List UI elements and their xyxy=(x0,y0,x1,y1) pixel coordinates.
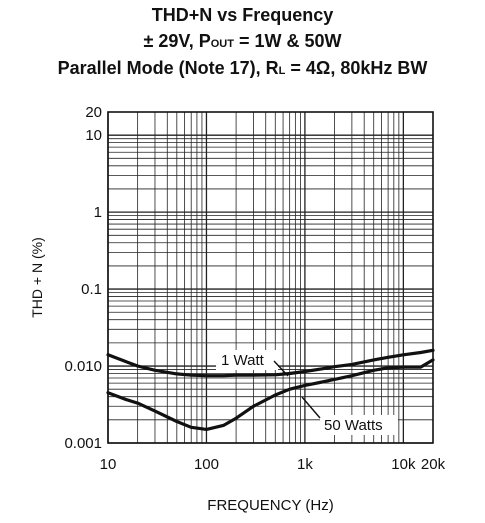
title-3-prefix: Parallel Mode (Note 17), R xyxy=(57,58,279,78)
y-tick-label: 0.001 xyxy=(64,435,102,452)
tick-labels: 10 100 1k 10k 20k 20 10 1 0.1 0.010 0.001 xyxy=(64,104,445,473)
title-3-subscript: L xyxy=(278,65,286,77)
x-tick-label: 10k xyxy=(391,456,416,473)
y-axis-label: THD + N (%) xyxy=(29,237,45,318)
chart-title-line-2: ± 29V, POUT = 1W & 50W xyxy=(0,30,485,55)
x-tick-label: 20k xyxy=(421,456,446,473)
series-line-one-watt xyxy=(106,348,435,378)
grid-minor xyxy=(108,111,434,443)
title-2-prefix: ± 29V, P xyxy=(143,31,211,51)
y-tick-label: 1 xyxy=(94,204,102,221)
annotations: 1 Watt 50 Watts xyxy=(216,350,398,435)
y-tick-label: 0.010 xyxy=(64,358,102,375)
title-2-suffix: = 1W & 50W xyxy=(233,31,342,51)
annotation-leader-0 xyxy=(273,360,289,377)
y-tick-label: 10 xyxy=(85,127,102,144)
series-line-fifty-watts xyxy=(106,358,435,431)
plot-frame xyxy=(107,111,434,444)
chart-title-line-3: Parallel Mode (Note 17), RL = 4Ω, 80kHz … xyxy=(0,57,485,82)
title-3-suffix: = 4Ω, 80kHz BW xyxy=(285,58,428,78)
x-tick-label: 100 xyxy=(194,456,219,473)
series-label-one-watt: 1 Watt xyxy=(221,352,265,369)
annotation-leader-1 xyxy=(301,396,321,419)
y-tick-label: 20 xyxy=(85,104,102,121)
x-tick-label: 10 xyxy=(100,456,117,473)
chart-title-line-1: THD+N vs Frequency xyxy=(151,5,334,25)
y-tick-label: 0.1 xyxy=(81,281,102,298)
annotation-box-1 xyxy=(320,415,398,435)
grid-major xyxy=(107,112,433,444)
series-layer xyxy=(106,348,435,431)
title-2-subscript: OUT xyxy=(210,38,234,50)
x-axis-label: FREQUENCY (Hz) xyxy=(207,497,333,514)
annotation-box-0 xyxy=(216,350,278,370)
series-label-fifty-watts: 50 Watts xyxy=(324,417,383,434)
x-tick-label: 1k xyxy=(297,456,313,473)
